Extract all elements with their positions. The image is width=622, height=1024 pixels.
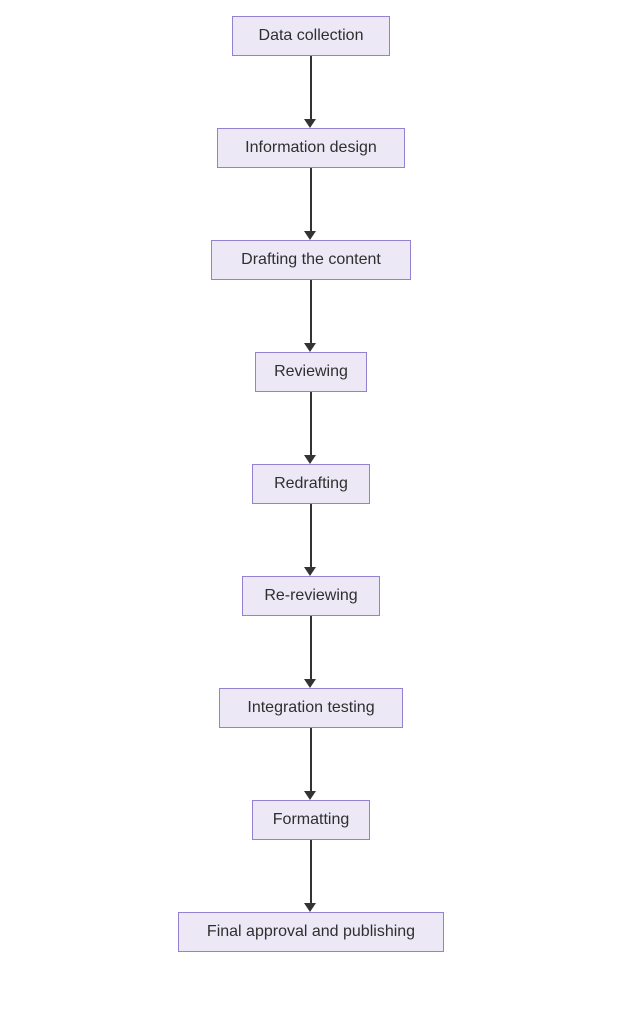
flowchart-edge — [310, 56, 312, 119]
flowchart-node-data-collection: Data collection — [232, 16, 390, 56]
arrow-down-icon — [304, 455, 316, 464]
arrow-down-icon — [304, 119, 316, 128]
arrow-down-icon — [304, 567, 316, 576]
flowchart-edge — [310, 504, 312, 567]
flowchart-canvas: Data collection Information design Draftin… — [0, 0, 622, 1024]
flowchart-node-label: Information design — [245, 139, 377, 157]
flowchart-edge — [310, 392, 312, 455]
flowchart-node-final-approval: Final approval and publishing — [178, 912, 444, 952]
arrow-down-icon — [304, 679, 316, 688]
flowchart-node-label: Drafting the content — [241, 251, 381, 269]
flowchart-node-integration-testing: Integration testing — [219, 688, 403, 728]
flowchart-node-label: Integration testing — [247, 699, 374, 717]
flowchart-node-redrafting: Redrafting — [252, 464, 370, 504]
flowchart-edge — [310, 168, 312, 231]
flowchart-node-label: Redrafting — [274, 475, 348, 493]
flowchart-node-label: Re-reviewing — [264, 587, 357, 605]
flowchart-edge — [310, 728, 312, 791]
arrow-down-icon — [304, 791, 316, 800]
flowchart-node-label: Reviewing — [274, 363, 348, 381]
flowchart-node-re-reviewing: Re-reviewing — [242, 576, 380, 616]
flowchart-edge — [310, 280, 312, 343]
flowchart-node-label: Final approval and publishing — [207, 923, 415, 941]
flowchart-node-drafting-content: Drafting the content — [211, 240, 411, 280]
arrow-down-icon — [304, 343, 316, 352]
flowchart-edge — [310, 840, 312, 903]
arrow-down-icon — [304, 903, 316, 912]
flowchart-node-reviewing: Reviewing — [255, 352, 367, 392]
flowchart-node-information-design: Information design — [217, 128, 405, 168]
flowchart-edge — [310, 616, 312, 679]
flowchart-node-formatting: Formatting — [252, 800, 370, 840]
flowchart-node-label: Formatting — [273, 811, 349, 829]
arrow-down-icon — [304, 231, 316, 240]
flowchart-node-label: Data collection — [259, 27, 364, 45]
